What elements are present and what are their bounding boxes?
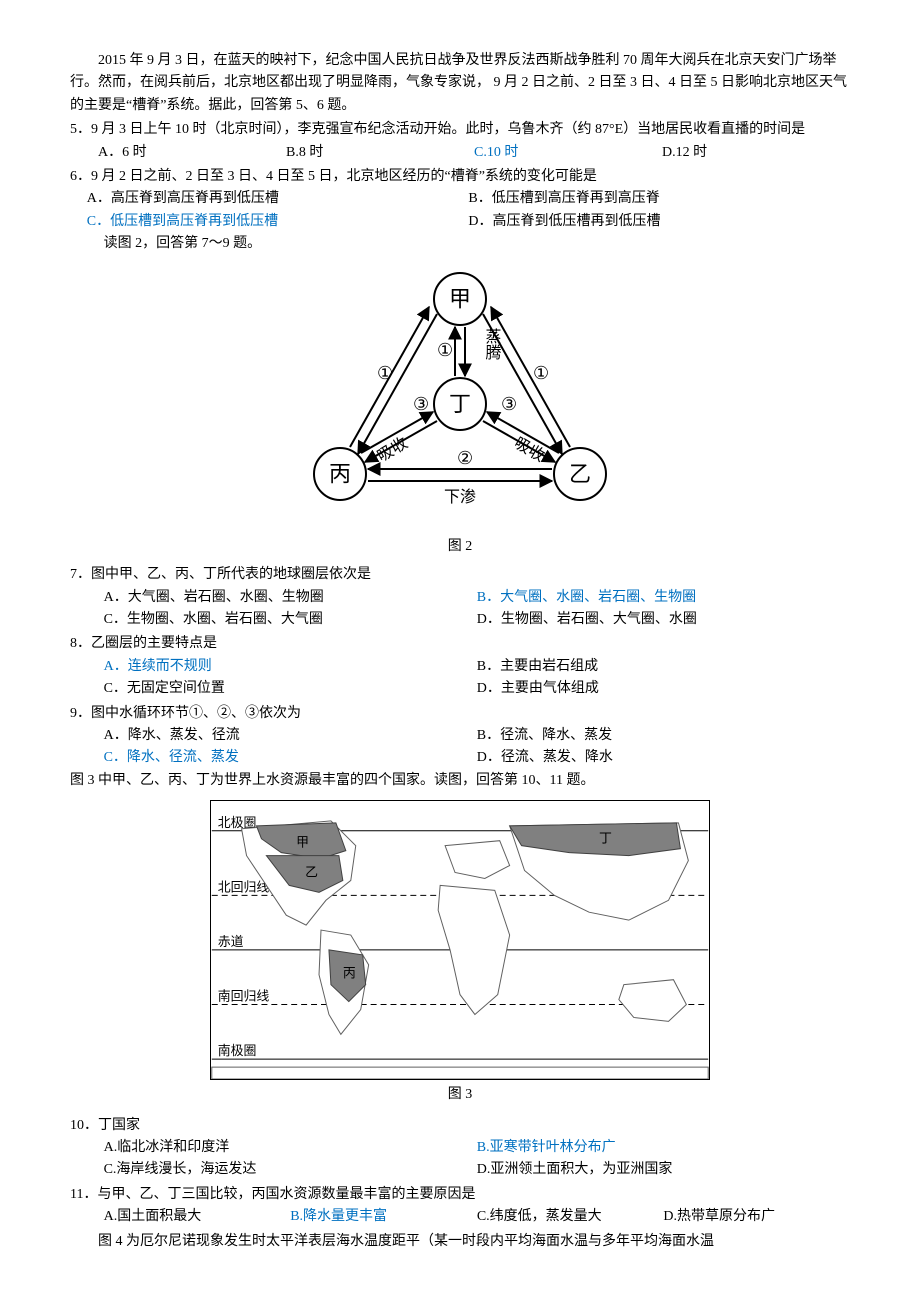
q8-opt-b: B．主要由岩石组成 — [477, 656, 850, 678]
intro-7-9: 读图 2，回答第 7～9 题。 — [104, 233, 850, 255]
q11-opt-d: D.热带草原分布广 — [663, 1206, 850, 1228]
lbl-antarctic: 南极圈 — [218, 1043, 257, 1058]
q7-opt-b: B．大气圈、水圈、岩石圈、生物圈 — [477, 587, 850, 609]
node-center: 丁 — [449, 391, 471, 416]
q6-stem: 6．9 月 2 日之前、2 日至 3 日、4 日至 5 日，北京地区经历的“槽脊… — [70, 166, 850, 188]
q11-opt-b: B.降水量更丰富 — [290, 1206, 477, 1228]
q10-opt-b: B.亚寒带针叶林分布广 — [477, 1137, 850, 1159]
lbl-bing: 丙 — [343, 967, 356, 981]
q11-stem: 11．与甲、乙、丁三国比较，丙国水资源数量最丰富的主要原因是 — [70, 1184, 850, 1206]
q10-options: A.临北冰洋和印度洋 B.亚寒带针叶林分布广 C.海岸线漫长，海运发达 D.亚洲… — [104, 1137, 850, 1182]
q6-options-row2: C．低压槽到高压脊再到低压槽 D．高压脊到低压槽再到低压槽 — [87, 211, 850, 233]
q6-opt-d: D．高压脊到低压槽再到低压槽 — [468, 211, 850, 233]
q5-stem: 5．9 月 3 日上午 10 时（北京时间），李克强宣布纪念活动开始。此时，乌鲁… — [70, 119, 850, 141]
figure-2-caption: 图 2 — [70, 536, 850, 558]
q7-stem: 7．图中甲、乙、丙、丁所代表的地球圈层依次是 — [70, 564, 850, 586]
q9-opt-b: B．径流、降水、蒸发 — [477, 725, 850, 747]
q9-opt-a: A．降水、蒸发、径流 — [104, 725, 477, 747]
q11-options: A.国土面积最大 B.降水量更丰富 C.纬度低，蒸发量大 D.热带草原分布广 — [104, 1206, 850, 1228]
lbl-tropicn: 北回归线 — [218, 881, 270, 895]
node-left: 丙 — [329, 461, 351, 486]
q8-opt-c: C．无固定空间位置 — [104, 678, 477, 700]
q6-opt-b: B．低压槽到高压脊再到高压脊 — [468, 188, 850, 210]
intro-10-11: 图 3 中甲、乙、丙、丁为世界上水资源最丰富的四个国家。读图，回答第 10、11… — [70, 770, 850, 792]
circ-ct1: ① — [437, 340, 453, 360]
circ-tl: ① — [377, 363, 393, 383]
circ-cl: ③ — [413, 394, 429, 414]
q8-options: A．连续而不规则 B．主要由岩石组成 C．无固定空间位置 D．主要由气体组成 — [104, 656, 850, 701]
intro-5-6: 2015 年 9 月 3 日，在蓝天的映衬下，纪念中国人民抗日战争及世界反法西斯… — [70, 50, 850, 117]
q10-opt-a: A.临北冰洋和印度洋 — [104, 1137, 477, 1159]
q11-opt-a: A.国土面积最大 — [104, 1206, 291, 1228]
lbl-ding: 丁 — [599, 832, 612, 846]
tail-fragment: 图 4 为厄尔尼诺现象发生时太平洋表层海水温度距平（某一时段内平均海面水温与多年… — [70, 1231, 850, 1253]
q8-opt-d: D．主要由气体组成 — [477, 678, 850, 700]
q10-opt-c: C.海岸线漫长，海运发达 — [104, 1159, 477, 1181]
label-xishou-r: 吸收 — [511, 433, 548, 465]
label-xiashen: 下渗 — [444, 488, 476, 506]
q9-options: A．降水、蒸发、径流 B．径流、降水、蒸发 C．降水、径流、蒸发 D．径流、蒸发… — [104, 725, 850, 770]
cycle-diagram-svg: 甲 乙 丙 丁 ① ① ② 下渗 ① 蒸腾 ③ 吸收 ③ 吸收 — [295, 264, 625, 524]
node-right: 乙 — [569, 461, 591, 486]
node-top: 甲 — [449, 286, 471, 311]
label-zhengteng: 蒸腾 — [483, 328, 502, 360]
q5-opt-d: D.12 时 — [662, 142, 850, 164]
lbl-yi: 乙 — [305, 866, 318, 880]
q7-options: A．大气圈、岩石圈、水圈、生物圈 B．大气圈、水圈、岩石圈、生物圈 C．生物圈、… — [104, 587, 850, 632]
q6-opt-c: C．低压槽到高压脊再到低压槽 — [87, 211, 469, 233]
q8-stem: 8．乙圈层的主要特点是 — [70, 633, 850, 655]
q11-opt-c: C.纬度低，蒸发量大 — [477, 1206, 664, 1228]
q7-opt-d: D．生物圈、岩石圈、大气圈、水圈 — [477, 609, 850, 631]
figure-3-caption: 图 3 — [70, 1084, 850, 1106]
q5-options: A．6 时 B.8 时 C.10 时 D.12 时 — [98, 142, 850, 164]
q8-opt-a: A．连续而不规则 — [104, 656, 477, 678]
q7-opt-c: C．生物圈、水圈、岩石圈、大气圈 — [104, 609, 477, 631]
lbl-tropics: 南回归线 — [218, 989, 270, 1004]
world-map-svg: 北极圈 北回归线 赤道 南回归线 南极圈 甲 乙 丙 丁 — [210, 800, 710, 1080]
q7-opt-a: A．大气圈、岩石圈、水圈、生物圈 — [104, 587, 477, 609]
q10-opt-d: D.亚洲领土面积大，为亚洲国家 — [477, 1159, 850, 1181]
q9-opt-d: D．径流、蒸发、降水 — [477, 747, 850, 769]
figure-3: 北极圈 北回归线 赤道 南回归线 南极圈 甲 乙 丙 丁 — [70, 800, 850, 1080]
circ-bot: ② — [457, 448, 473, 468]
circ-tr: ① — [533, 363, 549, 383]
figure-2: 甲 乙 丙 丁 ① ① ② 下渗 ① 蒸腾 ③ 吸收 ③ 吸收 — [70, 264, 850, 532]
q10-stem: 10．丁国家 — [70, 1115, 850, 1137]
q5-opt-a: A．6 时 — [98, 142, 286, 164]
q9-stem: 9．图中水循环环节①、②、③依次为 — [70, 703, 850, 725]
lbl-equator: 赤道 — [218, 935, 244, 949]
q9-opt-c: C．降水、径流、蒸发 — [104, 747, 477, 769]
q5-opt-b: B.8 时 — [286, 142, 474, 164]
q6-opt-a: A．高压脊到高压脊再到低压槽 — [87, 188, 469, 210]
q5-opt-c: C.10 时 — [474, 142, 662, 164]
circ-cr: ③ — [501, 394, 517, 414]
q6-options-row1: A．高压脊到高压脊再到低压槽 B．低压槽到高压脊再到高压脊 — [87, 188, 850, 210]
lbl-jia: 甲 — [296, 836, 309, 850]
